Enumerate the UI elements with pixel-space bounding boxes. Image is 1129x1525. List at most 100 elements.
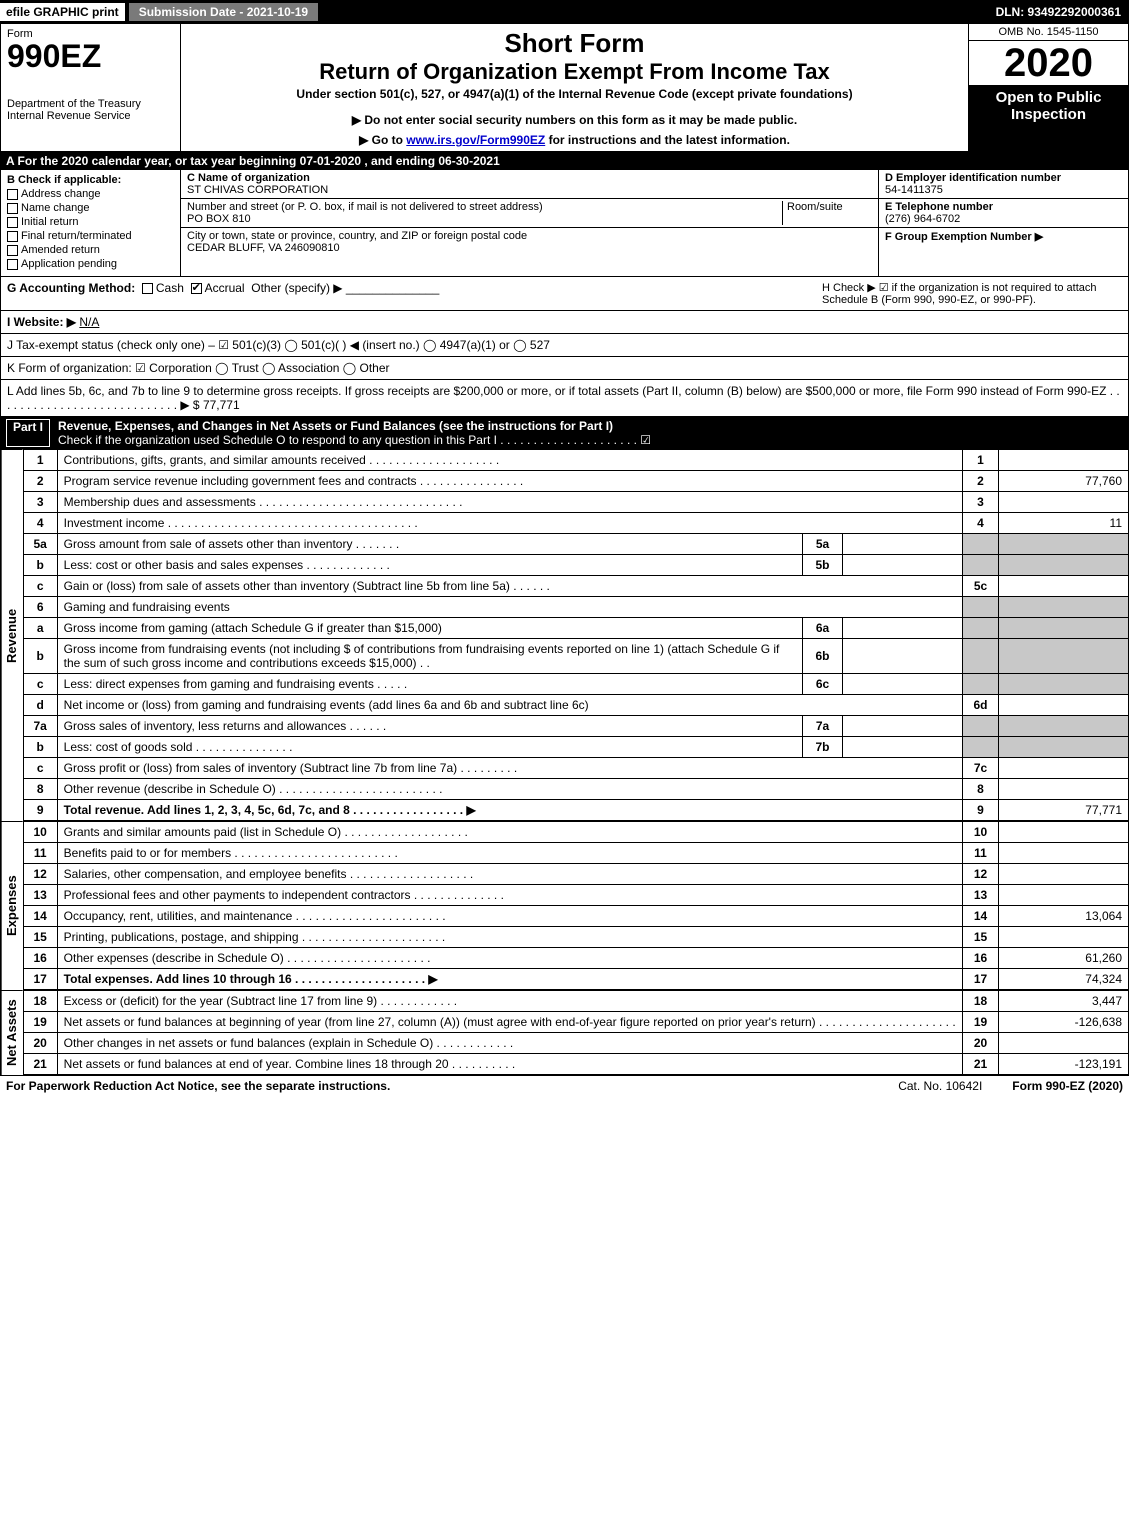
- line-6b: bGross income from fundraising events (n…: [23, 639, 1128, 674]
- ssn-warning: ▶ Do not enter social security numbers o…: [187, 113, 962, 127]
- h-schedule-b: H Check ▶ ☑ if the organization is not r…: [822, 281, 1122, 306]
- netassets-section: Net Assets 18Excess or (deficit) for the…: [0, 990, 1129, 1075]
- d-ein: D Employer identification number 54-1411…: [879, 170, 1128, 199]
- line-16: 16Other expenses (describe in Schedule O…: [23, 948, 1128, 969]
- line-5c: cGain or (loss) from sale of assets othe…: [23, 576, 1128, 597]
- d-header: D Employer identification number: [885, 172, 1061, 184]
- line-20: 20Other changes in net assets or fund ba…: [23, 1033, 1128, 1054]
- org-name: ST CHIVAS CORPORATION: [187, 184, 328, 196]
- col-b-checkboxes: B Check if applicable: Address change Na…: [1, 170, 181, 276]
- side-expenses: Expenses: [1, 821, 23, 990]
- chk-amended-return[interactable]: Amended return: [7, 244, 174, 256]
- department-label: Department of the Treasury Internal Reve…: [7, 98, 174, 122]
- return-title: Return of Organization Exempt From Incom…: [187, 59, 962, 85]
- line-6d: dNet income or (loss) from gaming and fu…: [23, 695, 1128, 716]
- f-group: F Group Exemption Number ▶: [879, 228, 1128, 245]
- header-center: Short Form Return of Organization Exempt…: [181, 24, 968, 151]
- e-header: E Telephone number: [885, 201, 993, 213]
- city-header: City or town, state or province, country…: [187, 230, 527, 242]
- org-name-row: C Name of organization ST CHIVAS CORPORA…: [181, 170, 878, 199]
- omb-number: OMB No. 1545-1150: [969, 24, 1128, 41]
- short-form-title: Short Form: [187, 28, 962, 59]
- i-label: I Website: ▶: [7, 315, 76, 329]
- header-right: OMB No. 1545-1150 2020 Open to Public In…: [968, 24, 1128, 151]
- row-i-website: I Website: ▶ N/A: [0, 311, 1129, 334]
- line-2: 2Program service revenue including gover…: [23, 471, 1128, 492]
- chk-initial-return[interactable]: Initial return: [7, 216, 174, 228]
- revenue-section: Revenue 1Contributions, gifts, grants, a…: [0, 449, 1129, 821]
- form-header: Form 990EZ Department of the Treasury In…: [0, 24, 1129, 152]
- line-14: 14Occupancy, rent, utilities, and mainte…: [23, 906, 1128, 927]
- expenses-section: Expenses 10Grants and similar amounts pa…: [0, 821, 1129, 990]
- form-footer: Form 990-EZ (2020): [1012, 1079, 1123, 1093]
- org-city-row: City or town, state or province, country…: [181, 228, 878, 256]
- part-1-title: Revenue, Expenses, and Changes in Net As…: [58, 419, 613, 433]
- line-3: 3Membership dues and assessments . . . .…: [23, 492, 1128, 513]
- cat-no: Cat. No. 10642I: [898, 1079, 982, 1093]
- side-revenue: Revenue: [1, 449, 23, 821]
- website-value: N/A: [79, 315, 99, 329]
- g-other: Other (specify) ▶: [251, 281, 342, 295]
- header-left: Form 990EZ Department of the Treasury In…: [1, 24, 181, 151]
- row-j-tax-exempt: J Tax-exempt status (check only one) – ☑…: [0, 334, 1129, 357]
- line-8: 8Other revenue (describe in Schedule O) …: [23, 779, 1128, 800]
- f-header: F Group Exemption Number ▶: [885, 231, 1043, 243]
- line-19: 19Net assets or fund balances at beginni…: [23, 1012, 1128, 1033]
- chk-accrual[interactable]: [191, 283, 202, 294]
- line-7b: bLess: cost of goods sold . . . . . . . …: [23, 737, 1128, 758]
- section-a-taxyear: A For the 2020 calendar year, or tax yea…: [0, 152, 1129, 170]
- line-5a: 5aGross amount from sale of assets other…: [23, 534, 1128, 555]
- pra-notice: For Paperwork Reduction Act Notice, see …: [6, 1079, 390, 1093]
- goto-link: ▶ Go to www.irs.gov/Form990EZ for instru…: [187, 133, 962, 147]
- row-k-form-org: K Form of organization: ☑ Corporation ◯ …: [0, 357, 1129, 380]
- irs-link[interactable]: www.irs.gov/Form990EZ: [406, 133, 545, 147]
- top-bar: efile GRAPHIC print Submission Date - 20…: [0, 0, 1129, 24]
- org-city: CEDAR BLUFF, VA 246090810: [187, 242, 340, 254]
- row-g-accounting: G Accounting Method: Cash Accrual Other …: [0, 277, 1129, 311]
- under-section: Under section 501(c), 527, or 4947(a)(1)…: [187, 87, 962, 101]
- form-number: 990EZ: [7, 40, 174, 72]
- side-netassets: Net Assets: [1, 990, 23, 1075]
- line-1: 1Contributions, gifts, grants, and simil…: [23, 450, 1128, 471]
- part-1-sub: Check if the organization used Schedule …: [58, 433, 651, 447]
- line-11: 11Benefits paid to or for members . . . …: [23, 843, 1128, 864]
- room-suite: Room/suite: [782, 201, 872, 225]
- chk-address-change[interactable]: Address change: [7, 188, 174, 200]
- line-6c: cLess: direct expenses from gaming and f…: [23, 674, 1128, 695]
- chk-application-pending[interactable]: Application pending: [7, 258, 174, 270]
- line-6a: aGross income from gaming (attach Schedu…: [23, 618, 1128, 639]
- line-21: 21Net assets or fund balances at end of …: [23, 1054, 1128, 1075]
- chk-cash[interactable]: [142, 283, 153, 294]
- line-5b: bLess: cost or other basis and sales exp…: [23, 555, 1128, 576]
- g-label: G Accounting Method:: [7, 281, 135, 295]
- page-footer: For Paperwork Reduction Act Notice, see …: [0, 1075, 1129, 1096]
- dln-label: DLN: 93492292000361: [988, 3, 1129, 21]
- revenue-table: 1Contributions, gifts, grants, and simil…: [23, 449, 1129, 821]
- chk-final-return[interactable]: Final return/terminated: [7, 230, 174, 242]
- col-def: D Employer identification number 54-1411…: [878, 170, 1128, 276]
- line-7c: cGross profit or (loss) from sales of in…: [23, 758, 1128, 779]
- expenses-table: 10Grants and similar amounts paid (list …: [23, 821, 1129, 990]
- b-header: B Check if applicable:: [7, 174, 121, 186]
- e-phone: E Telephone number (276) 964-6702: [879, 199, 1128, 228]
- netassets-table: 18Excess or (deficit) for the year (Subt…: [23, 990, 1129, 1075]
- line-9: 9Total revenue. Add lines 1, 2, 3, 4, 5c…: [23, 800, 1128, 821]
- tax-year: 2020: [969, 41, 1128, 85]
- line-12: 12Salaries, other compensation, and empl…: [23, 864, 1128, 885]
- row-l-gross-receipts: L Add lines 5b, 6c, and 7b to line 9 to …: [0, 380, 1129, 417]
- line-18: 18Excess or (deficit) for the year (Subt…: [23, 991, 1128, 1012]
- line-15: 15Printing, publications, postage, and s…: [23, 927, 1128, 948]
- line-6: 6Gaming and fundraising events: [23, 597, 1128, 618]
- efile-label[interactable]: efile GRAPHIC print: [0, 3, 125, 21]
- chk-name-change[interactable]: Name change: [7, 202, 174, 214]
- ein-value: 54-1411375: [885, 184, 943, 196]
- line-10: 10Grants and similar amounts paid (list …: [23, 822, 1128, 843]
- line-7a: 7aGross sales of inventory, less returns…: [23, 716, 1128, 737]
- phone-value: (276) 964-6702: [885, 213, 960, 225]
- col-c-org: C Name of organization ST CHIVAS CORPORA…: [181, 170, 878, 276]
- block-b-thru-f: B Check if applicable: Address change Na…: [0, 170, 1129, 277]
- org-address: PO BOX 810: [187, 213, 251, 225]
- part-1-bar: Part I Revenue, Expenses, and Changes in…: [0, 417, 1129, 449]
- open-inspection: Open to Public Inspection: [969, 85, 1128, 151]
- addr-header: Number and street (or P. O. box, if mail…: [187, 201, 543, 213]
